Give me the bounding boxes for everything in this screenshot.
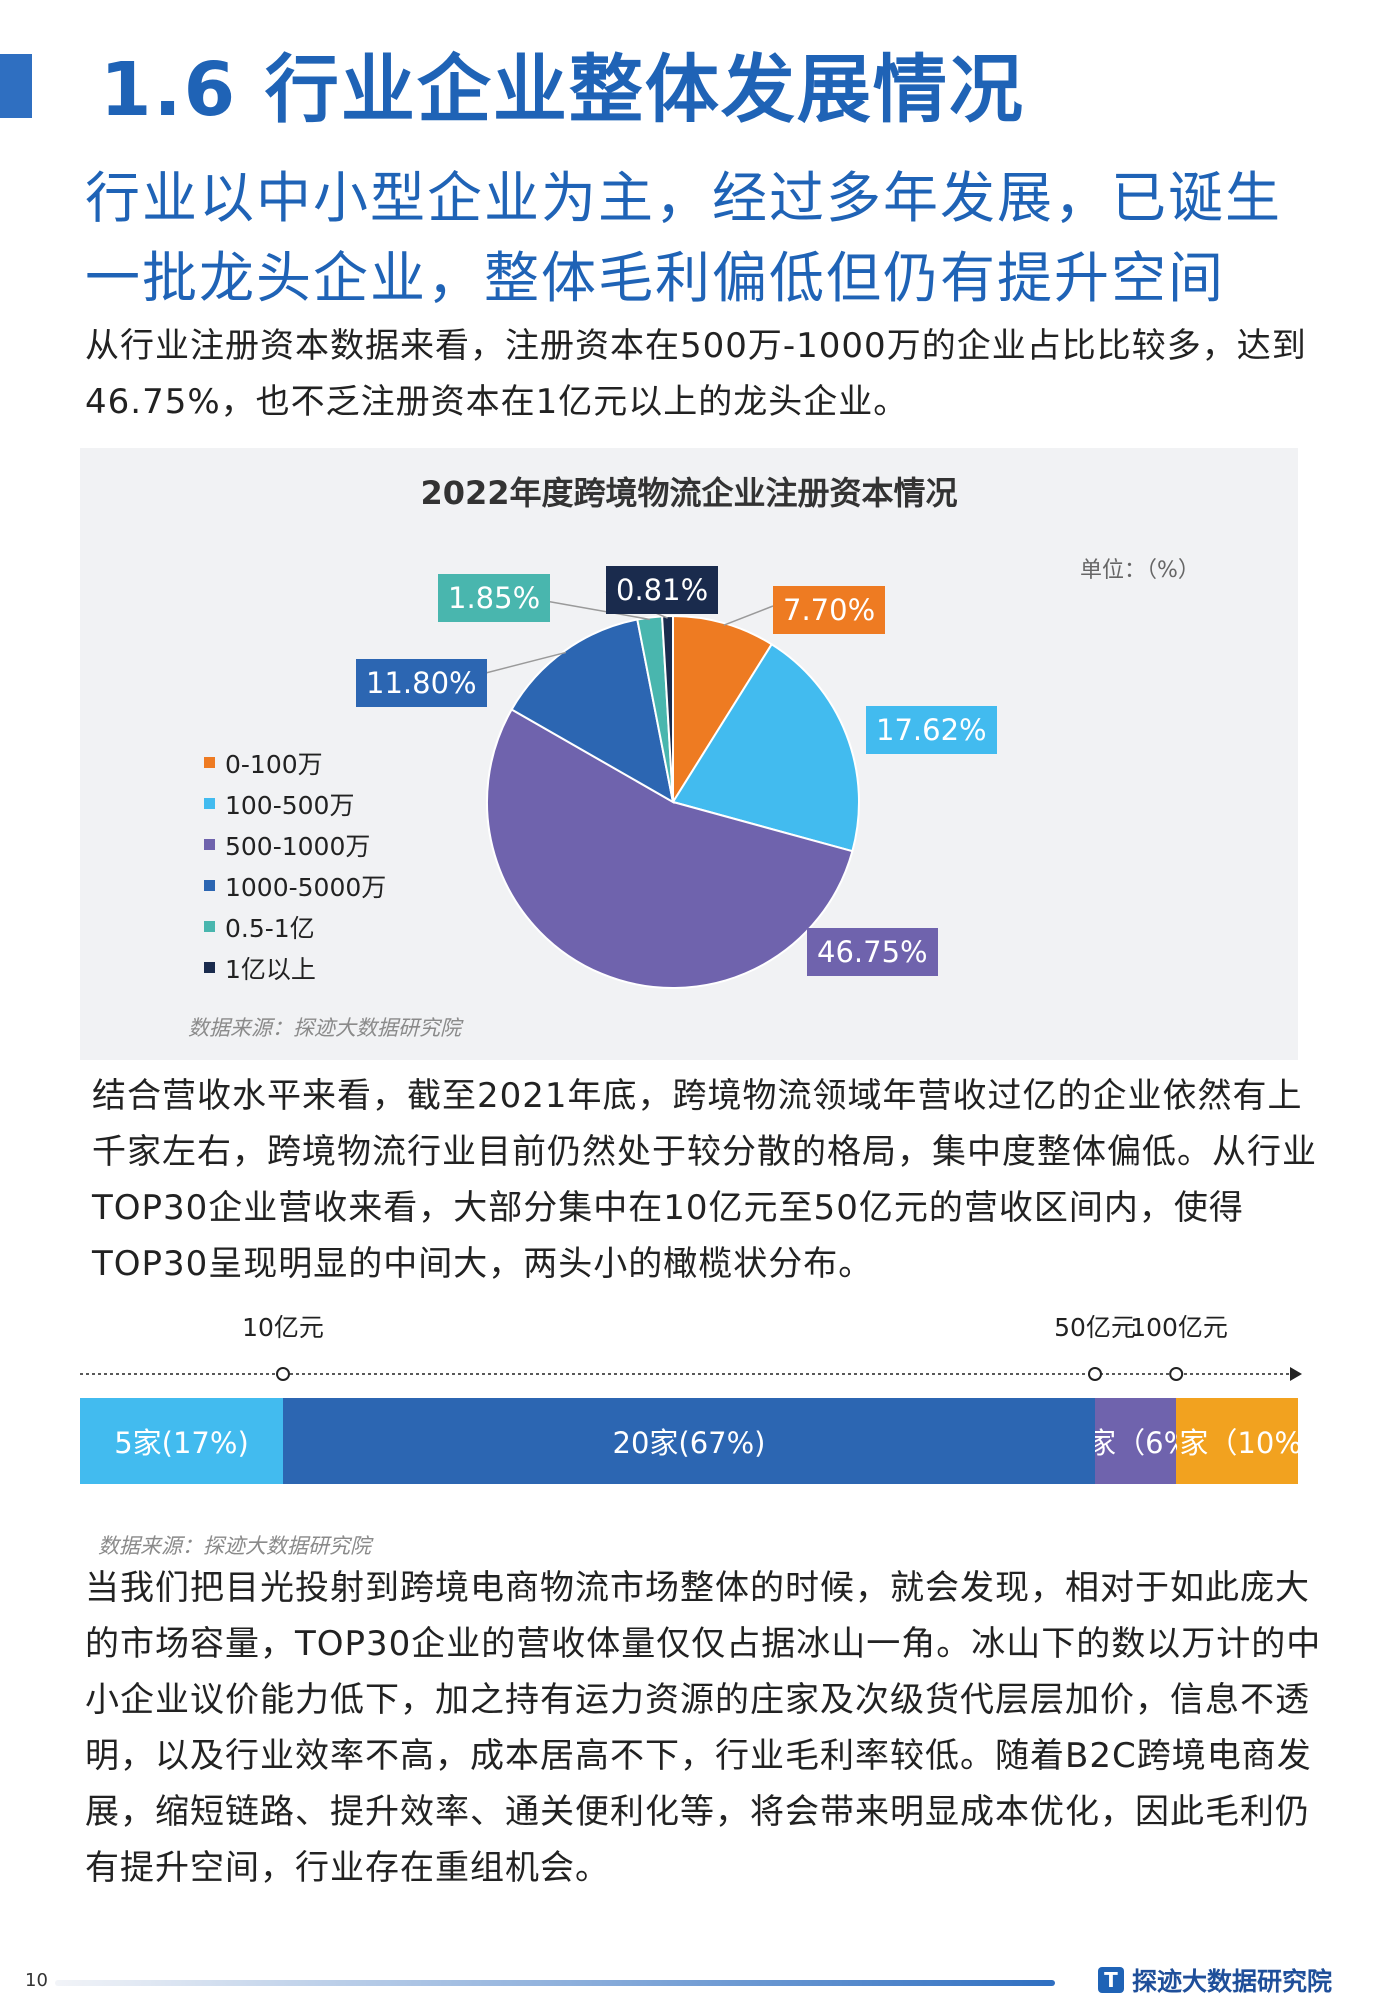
- footer-gradient-line: [55, 1980, 1055, 1986]
- page-number: 10: [25, 1970, 48, 1991]
- legend-swatch: [204, 880, 215, 891]
- scale-label-3: 100亿元: [1130, 1313, 1228, 1342]
- scale-label-1: 10亿元: [242, 1313, 324, 1342]
- scale-marker-1: [276, 1367, 290, 1381]
- pie-data-label-500-1000-: 46.75%: [807, 928, 938, 976]
- legend-item-100-500-: 100-500万: [204, 783, 386, 824]
- pie-data-label-1-: 0.81%: [606, 566, 719, 614]
- legend-label: 1亿以上: [225, 954, 316, 984]
- brand-name: 探迹大数据研究院: [1132, 1967, 1333, 1996]
- section-title: 1.6 行业企业整体发展情况: [100, 47, 1025, 133]
- legend-swatch: [204, 921, 215, 932]
- distribution-segment-2: 20家(67%): [283, 1398, 1095, 1484]
- legend-item-1-: 1亿以上: [204, 947, 386, 988]
- brand-logo-icon: T: [1098, 1967, 1124, 1993]
- section-accent-bar: [0, 54, 32, 118]
- legend-swatch: [204, 757, 215, 768]
- pie-chart-unit: 单位：（%）: [1080, 558, 1200, 583]
- legend-swatch: [204, 962, 215, 973]
- distribution-segment-4: 3家（10%): [1176, 1398, 1298, 1484]
- legend-label: 0.5-1亿: [225, 913, 315, 943]
- paragraph-registered-capital: 从行业注册资本数据来看，注册资本在500万-1000万的企业占比比较多，达到46…: [85, 326, 1307, 422]
- legend-label: 0-100万: [225, 749, 323, 779]
- distribution-segment-1: 5家(17%): [80, 1398, 283, 1484]
- legend-label: 1000-5000万: [225, 872, 387, 902]
- legend-swatch: [204, 798, 215, 809]
- paragraph-revenue: 结合营收水平来看，截至2021年底，跨境物流领域年营收过亿的企业依然有上千家左右…: [92, 1076, 1317, 1284]
- scale-label-2: 50亿元: [1054, 1313, 1136, 1342]
- distribution-segment-3: 2家（6%): [1095, 1398, 1177, 1484]
- footer-brand: T 探迹大数据研究院: [1098, 1962, 1332, 1998]
- legend-item-500-1000-: 500-1000万: [204, 824, 386, 865]
- paragraph-market-outlook: 当我们把目光投射到跨境电商物流市场整体的时候，就会发现，相对于如此庞大的市场容量…: [85, 1568, 1322, 1888]
- scale-arrow-icon: [1290, 1367, 1302, 1381]
- scale-marker-3: [1169, 1367, 1184, 1381]
- pie-data-label-1000-5000-: 11.80%: [356, 659, 487, 707]
- legend-swatch: [204, 839, 215, 850]
- pie-data-label-0.5-1-: 1.85%: [438, 574, 551, 622]
- pie-chart-title: 2022年度跨境物流企业注册资本情况: [420, 474, 958, 512]
- legend-label: 500-1000万: [225, 831, 371, 861]
- section-subtitle: 行业以中小型企业为主，经过多年发展，已诞生一批龙头企业，整体毛利偏低但仍有提升空…: [85, 166, 1283, 310]
- pie-data-label-100-500-: 17.62%: [866, 706, 997, 754]
- pie-legend: 0-100万 100-500万 500-1000万 1000-5000万 0.5-1亿 1…: [204, 742, 386, 988]
- legend-item-0.5-1-: 0.5-1亿: [204, 906, 386, 947]
- legend-label: 100-500万: [225, 790, 355, 820]
- pie-data-label-0-100-: 7.70%: [773, 586, 886, 634]
- legend-item-0-100-: 0-100万: [204, 742, 386, 783]
- bar-chart-source: 数据来源：探迹大数据研究院: [98, 1534, 371, 1558]
- pie-chart-source: 数据来源：探迹大数据研究院: [188, 1016, 461, 1040]
- scale-marker-2: [1088, 1367, 1102, 1381]
- legend-item-1000-5000-: 1000-5000万: [204, 865, 386, 906]
